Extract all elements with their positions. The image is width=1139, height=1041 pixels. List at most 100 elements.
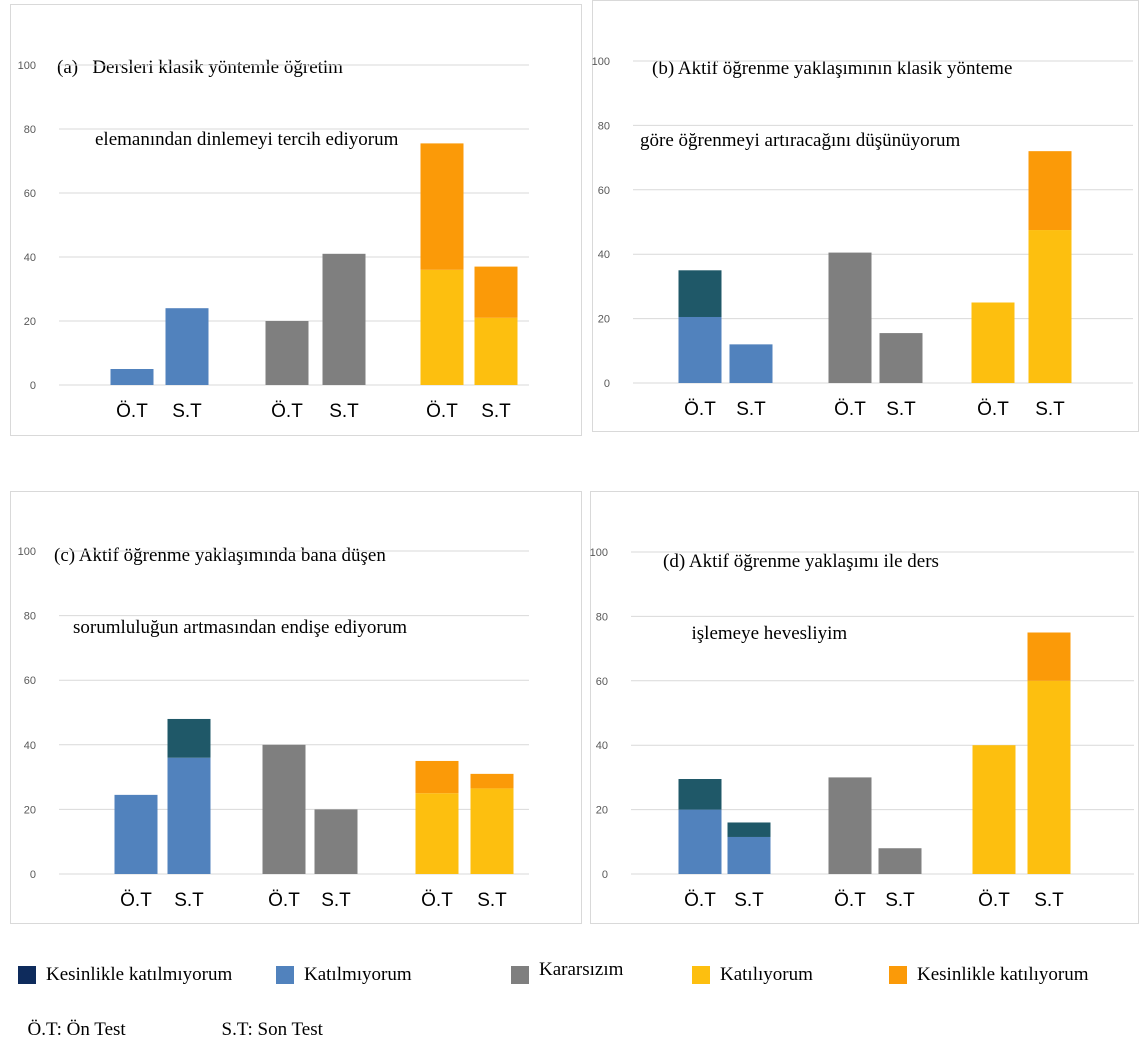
chart-panel-c: (c) Aktif öğrenme yaklaşımında bana düşe… — [10, 491, 582, 924]
y-tick-label: 80 — [596, 611, 608, 623]
x-tick-label: Ö.T — [684, 399, 716, 420]
y-tick-label: 100 — [18, 546, 36, 558]
y-tick-label: 0 — [602, 869, 608, 881]
bar-segment-katiliyorum — [1027, 680, 1071, 874]
chart-a: 0 20 40 60 80 100 Ö.T S.T Ö.T S.T Ö.T S.T — [18, 60, 529, 422]
bar-segment-kararsizim — [828, 777, 872, 874]
y-tick-label: 100 — [590, 547, 608, 559]
legend-label-kesinlikle-katiliyorum: Kesinlikle katılıyorum — [917, 964, 1089, 985]
x-tick-label: S.T — [1034, 890, 1064, 911]
chart-title-c-line-2: sorumluluğun artmasından endişe ediyorum — [54, 617, 408, 638]
bar-segment-kesinlikle-katiliyorum — [470, 773, 514, 789]
bar-segment-kesinlikle-katiliyorum — [415, 760, 459, 794]
chart-panel-a: (a) Dersleri klasik yöntemle öğretim ele… — [10, 4, 582, 436]
y-tick-label: 100 — [18, 60, 36, 72]
y-tick-label: 60 — [598, 185, 610, 197]
bar-segment-kesinlikle-katiliyorum — [474, 266, 518, 318]
bar-segment-katilmiyorum — [165, 308, 209, 385]
bar-segment-kesinlikle-katilmiyorum — [678, 779, 722, 810]
chart-panel-d: (d) Aktif öğrenme yaklaşımı ile ders işl… — [590, 491, 1139, 924]
bar-segment-katiliyorum — [1028, 230, 1072, 383]
chart-title-a-line-2: elemanından dinlemeyi tercih ediyorum — [95, 129, 399, 150]
x-tick-label: S.T — [481, 401, 511, 422]
bar-segment-katiliyorum — [971, 302, 1015, 383]
x-tick-label: Ö.T — [834, 890, 866, 911]
x-tick-label: Ö.T — [834, 399, 866, 420]
legend-swatch-katiliyorum — [692, 966, 710, 984]
bar-segment-katiliyorum — [415, 793, 459, 874]
bar-segment-katiliyorum — [972, 745, 1016, 874]
x-tick-label: S.T — [734, 890, 764, 911]
chart-c: 0 20 40 60 80 100 Ö.T S.T Ö.T S.T Ö.T S.T — [18, 546, 529, 911]
bar-segment-kararsizim — [314, 809, 358, 874]
bar-segment-kesinlikle-katiliyorum — [1028, 151, 1072, 231]
x-tick-label: Ö.T — [426, 401, 458, 422]
legend-label-kesinlikle-katilmiyorum: Kesinlikle katılmıyorum — [46, 964, 233, 985]
y-tick-label: 0 — [30, 380, 36, 392]
y-tick-label: 80 — [24, 611, 36, 623]
chart-title-b-line-2: göre öğrenmeyi artıracağını düşünüyorum — [640, 130, 961, 151]
bar-segment-katilmiyorum — [729, 344, 773, 383]
y-tick-label: 80 — [24, 124, 36, 136]
chart-title-d: (d) Aktif öğrenme yaklaşımı ile ders işl… — [663, 502, 939, 694]
y-tick-label: 60 — [596, 676, 608, 688]
x-tick-label: S.T — [172, 401, 202, 422]
bar-segment-katilmiyorum — [114, 794, 158, 874]
bar-segment-katiliyorum — [470, 788, 514, 874]
x-tick-label: Ö.T — [271, 401, 303, 422]
x-tick-label: Ö.T — [684, 890, 716, 911]
bar-segment-kesinlikle-katilmiyorum — [167, 718, 211, 758]
chart-title-a: (a) Dersleri klasik yöntemle öğretim ele… — [57, 8, 398, 200]
bar-segment-kesinlikle-katiliyorum — [420, 143, 464, 270]
bar-segment-katiliyorum — [420, 269, 464, 385]
y-tick-label: 20 — [598, 314, 610, 326]
y-tick-label: 40 — [596, 740, 608, 752]
x-tick-label: S.T — [885, 890, 915, 911]
x-tick-label: S.T — [174, 890, 204, 911]
bar-segment-kararsizim — [262, 744, 306, 874]
legend-swatch-kesinlikle-katilmiyorum — [18, 966, 36, 984]
chart-title-b-line-1: (b) Aktif öğrenme yaklaşımının klasik yö… — [652, 58, 1013, 79]
y-tick-label: 80 — [598, 120, 610, 132]
bar-segment-katilmiyorum — [678, 316, 722, 383]
chart-title-c-line-1: (c) Aktif öğrenme yaklaşımında bana düşe… — [54, 545, 386, 566]
y-tick-label: 20 — [24, 804, 36, 816]
chart-title-d-line-1: (d) Aktif öğrenme yaklaşımı ile ders — [663, 551, 939, 572]
legend-swatch-kesinlikle-katiliyorum — [889, 966, 907, 984]
bar-segment-kararsizim — [878, 848, 922, 874]
abbreviation-note: Ö.T: Ön Test S.T: Son Test — [18, 997, 323, 1041]
legend: Kesinlikle katılmıyorum Katılmıyorum Kar… — [18, 959, 1139, 990]
legend-swatch-kararsizim — [511, 966, 529, 984]
x-tick-label: S.T — [321, 890, 351, 911]
abbreviation-st: S.T: Son Test — [221, 1019, 323, 1040]
y-tick-label: 20 — [596, 805, 608, 817]
bar-segment-kesinlikle-katilmiyorum — [678, 270, 722, 317]
y-tick-label: 100 — [592, 56, 610, 68]
chart-title-a-line-1: (a) Dersleri klasik yöntemle öğretim — [57, 57, 343, 78]
bar-segment-kesinlikle-katiliyorum — [1027, 632, 1071, 681]
chart-b: 0 20 40 60 80 100 Ö.T S.T Ö.T S.T Ö.T S.T — [592, 56, 1133, 420]
x-tick-label: Ö.T — [978, 890, 1010, 911]
legend-item-kararsizim: Kararsızım — [511, 955, 623, 985]
chart-panel-b: (b) Aktif öğrenme yaklaşımının klasik yö… — [592, 0, 1139, 432]
y-tick-label: 40 — [24, 740, 36, 752]
x-tick-label: S.T — [736, 399, 766, 420]
x-tick-label: Ö.T — [120, 890, 152, 911]
x-tick-label: S.T — [329, 401, 359, 422]
bar-segment-kesinlikle-katilmiyorum — [727, 822, 771, 837]
abbreviation-ot: Ö.T: Ön Test — [27, 1019, 126, 1040]
y-tick-label: 0 — [604, 378, 610, 390]
bar-segment-katilmiyorum — [678, 809, 722, 874]
y-tick-label: 40 — [24, 252, 36, 264]
bar-segment-kararsizim — [828, 252, 872, 383]
bar-segment-katilmiyorum — [110, 369, 154, 385]
legend-swatch-katilmiyorum — [276, 966, 294, 984]
legend-label-katiliyorum: Katılıyorum — [720, 964, 813, 985]
y-tick-label: 0 — [30, 869, 36, 881]
chart-title-c: (c) Aktif öğrenme yaklaşımında bana düşe… — [54, 496, 407, 688]
x-tick-label: S.T — [886, 399, 916, 420]
chart-d: 0 20 40 60 80 100 Ö.T S.T Ö.T S.T Ö.T S.T — [590, 547, 1134, 911]
x-tick-label: S.T — [477, 890, 507, 911]
x-tick-label: Ö.T — [421, 890, 453, 911]
x-tick-label: Ö.T — [116, 401, 148, 422]
